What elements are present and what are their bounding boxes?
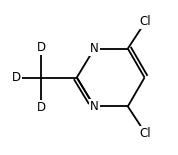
Text: Cl: Cl	[140, 16, 151, 28]
Text: N: N	[90, 100, 99, 113]
Text: N: N	[90, 42, 99, 55]
Text: Cl: Cl	[140, 127, 151, 140]
Text: D: D	[12, 71, 21, 84]
Text: D: D	[36, 101, 46, 114]
Text: D: D	[36, 41, 46, 54]
